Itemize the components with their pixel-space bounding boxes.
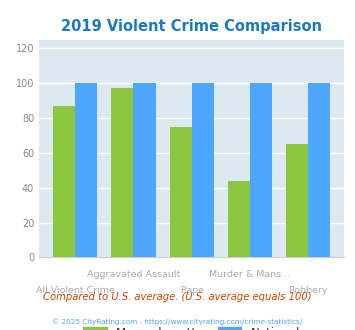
Text: © 2025 CityRating.com - https://www.cityrating.com/crime-statistics/: © 2025 CityRating.com - https://www.city… <box>53 318 302 325</box>
Bar <box>170 127 192 257</box>
Bar <box>192 83 214 257</box>
Bar <box>308 83 331 257</box>
Text: Robbery: Robbery <box>289 286 328 295</box>
Bar <box>111 88 133 257</box>
Text: Rape: Rape <box>180 286 204 295</box>
Bar <box>75 83 97 257</box>
Text: Murder & Mans...: Murder & Mans... <box>209 271 291 280</box>
Bar <box>133 83 155 257</box>
Bar <box>53 106 75 257</box>
Bar <box>286 144 308 257</box>
Text: Aggravated Assault: Aggravated Assault <box>87 271 180 280</box>
Text: Compared to U.S. average. (U.S. average equals 100): Compared to U.S. average. (U.S. average … <box>43 292 312 302</box>
Bar <box>250 83 272 257</box>
Title: 2019 Violent Crime Comparison: 2019 Violent Crime Comparison <box>61 19 322 34</box>
Text: All Violent Crime: All Violent Crime <box>36 286 115 295</box>
Bar <box>228 181 250 257</box>
Legend: Massachusetts, National: Massachusetts, National <box>78 322 305 330</box>
